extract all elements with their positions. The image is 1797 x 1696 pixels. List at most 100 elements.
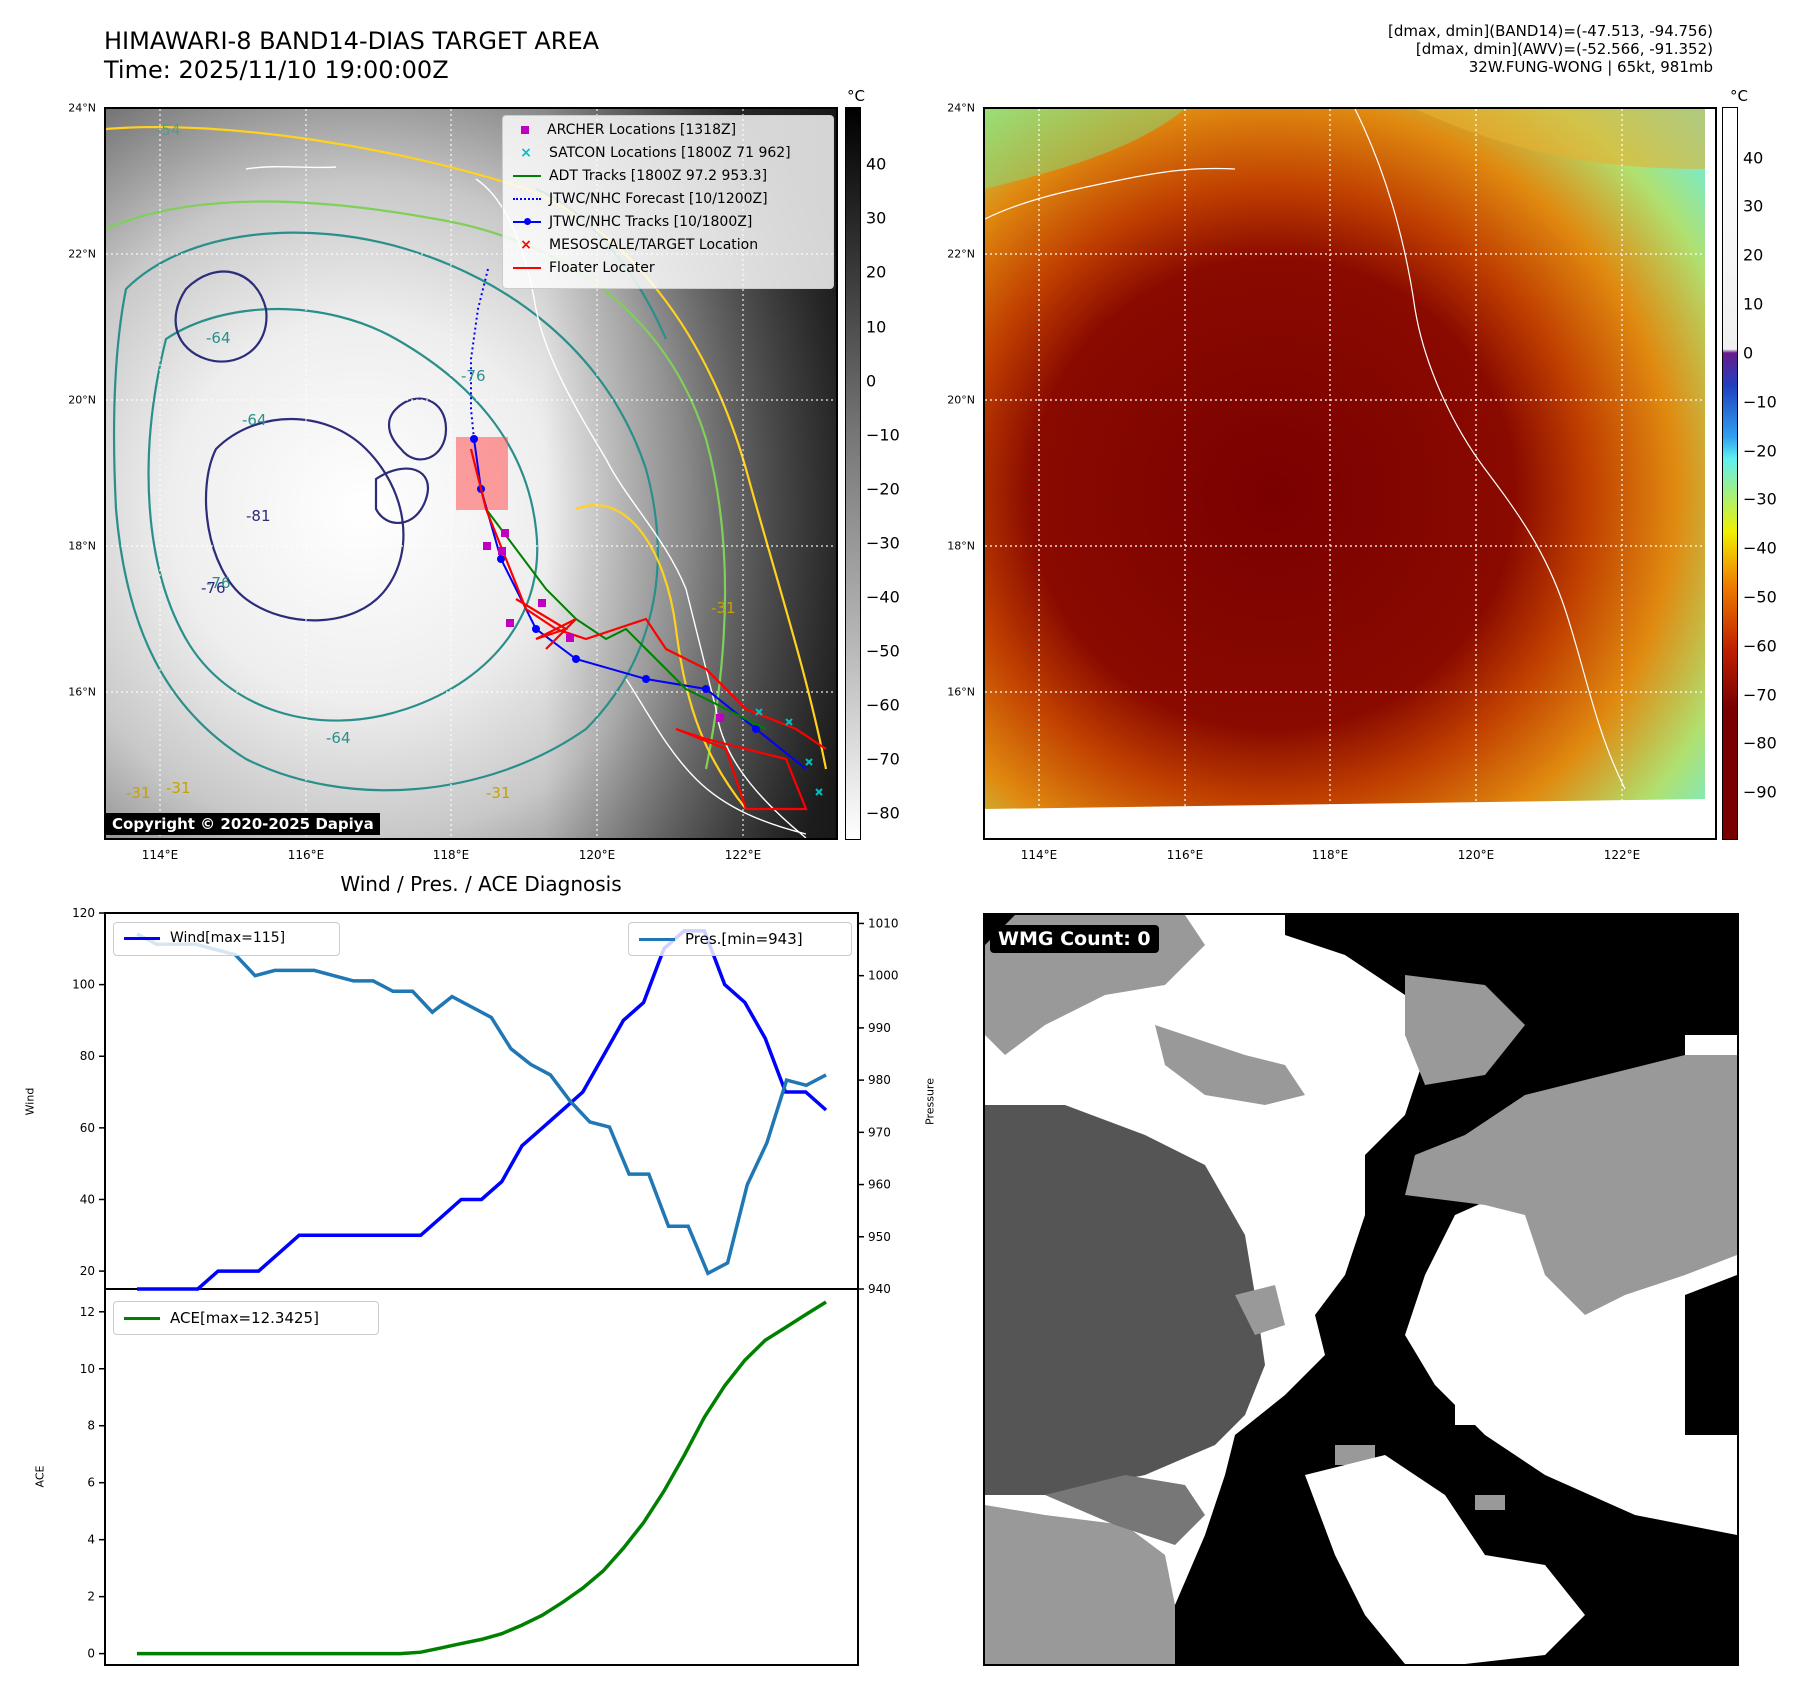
pressure-axis-tick-label: 980 bbox=[868, 1073, 891, 1087]
info-line-2: [dmax, dmin](AWV)=(-52.566, -91.352) bbox=[1415, 40, 1713, 58]
archer-points bbox=[483, 529, 724, 722]
contour-label: -81 bbox=[246, 507, 271, 525]
wv-colorbar-tick: 30 bbox=[1743, 196, 1764, 216]
wv-colorbar-tick: 0 bbox=[1743, 343, 1754, 363]
ir-colorbar-tick: −30 bbox=[866, 533, 900, 553]
ir-colorbar-tick: 30 bbox=[866, 208, 887, 228]
contour-label: -64 bbox=[242, 411, 267, 429]
adt-track bbox=[485, 508, 767, 730]
wv-colorbar-tick: −70 bbox=[1743, 685, 1777, 705]
contour-label: -31 bbox=[711, 599, 736, 617]
legend-item-forecast: JTWC/NHC Forecast [10/1200Z] bbox=[513, 191, 768, 207]
legend-item-satcon: × SATCON Locations [1800Z 71 962] bbox=[520, 145, 791, 161]
pressure-axis-tick-label: 950 bbox=[868, 1230, 891, 1244]
wind-axis-tick-label: 40 bbox=[80, 1192, 95, 1206]
ace-legend-item: ACE[max=12.3425] bbox=[124, 1309, 319, 1327]
info-line-3: 32W.FUNG-WONG | 65kt, 981mb bbox=[1468, 58, 1713, 76]
contour-label: -76 bbox=[201, 579, 226, 597]
wind-pressure-ticks: 20 40 60 80 100 120 940 950 960 970 980 990 1000 1010 bbox=[72, 906, 898, 1296]
wv-colorbar bbox=[1722, 107, 1738, 840]
ir-map-panel: -54 -76 -64 -81 -76 -64 -31 -31 -76 -31 … bbox=[104, 107, 838, 840]
title-line-1: HIMAWARI-8 BAND14-DIAS TARGET AREA bbox=[104, 27, 600, 55]
ir-colorbar-tick: 20 bbox=[866, 262, 887, 282]
lat-label: 20°N bbox=[947, 393, 975, 407]
wv-colorbar-tick: 20 bbox=[1743, 245, 1764, 265]
pressure-legend-item: Pres.[min=943] bbox=[639, 930, 803, 948]
wv-colorbar-tick: −20 bbox=[1743, 441, 1777, 461]
ir-colorbar-tick: −50 bbox=[866, 641, 900, 661]
wind-axis-tick-label: 100 bbox=[72, 978, 95, 992]
contour-label: -31 bbox=[486, 784, 511, 802]
pressure-axis-tick-label: 990 bbox=[868, 1021, 891, 1035]
wv-gridlines bbox=[985, 109, 1715, 838]
lat-label: 16°N bbox=[947, 685, 975, 699]
legend-item-adt: ADT Tracks [1800Z 97.2 953.3] bbox=[513, 168, 767, 184]
lat-label: 18°N bbox=[947, 539, 975, 553]
wind-axis-tick-label: 120 bbox=[72, 906, 95, 920]
lon-label: 114°E bbox=[1020, 848, 1058, 862]
lat-label: 16°N bbox=[68, 685, 96, 699]
ace-axis-tick-label: 10 bbox=[80, 1362, 95, 1376]
copyright-badge: Copyright © 2020-2025 Dapiya bbox=[106, 813, 380, 835]
diagnosis-charts: 2040608010012094095096097098099010001010… bbox=[72, 906, 899, 1666]
contour-label: -64 bbox=[326, 729, 351, 747]
lat-label: 18°N bbox=[68, 539, 96, 553]
ir-colorbar-tick: 10 bbox=[866, 317, 887, 337]
contour-label: -31 bbox=[166, 779, 191, 797]
wind-axis-tick-label: 20 bbox=[80, 1264, 95, 1278]
ir-colorbar-tick: −60 bbox=[866, 695, 900, 715]
wind-pressure-frame bbox=[104, 912, 859, 1290]
figure-title: HIMAWARI-8 BAND14-DIAS TARGET AREA Time:… bbox=[104, 27, 599, 85]
wmg-image bbox=[985, 915, 1737, 1664]
ir-colorbar-tick: −20 bbox=[866, 479, 900, 499]
pressure-series-line bbox=[136, 932, 827, 1276]
ace-legend: ACE[max=12.3425] bbox=[113, 1301, 379, 1335]
wv-colorbar-tick: 40 bbox=[1743, 148, 1764, 168]
pressure-axis-tick-label: 940 bbox=[868, 1282, 891, 1296]
lon-label: 120°E bbox=[1457, 848, 1495, 862]
pressure-axis-tick-label: 1010 bbox=[868, 916, 899, 930]
contour-label: -76 bbox=[206, 574, 231, 592]
wv-map-panel bbox=[983, 107, 1717, 840]
ir-colorbar-unit: °C bbox=[847, 87, 865, 105]
lon-label: 120°E bbox=[578, 848, 616, 862]
wv-colorbar-tick: −90 bbox=[1743, 782, 1777, 802]
contour-label: -31 bbox=[126, 784, 151, 802]
satcon-points bbox=[755, 708, 823, 796]
wind-series-line bbox=[137, 929, 828, 1291]
diagnosis-title: Wind / Pres. / ACE Diagnosis bbox=[340, 872, 622, 896]
ir-colorbar-tick: −40 bbox=[866, 587, 900, 607]
wv-colorbar-unit: °C bbox=[1730, 87, 1748, 105]
forecast-track bbox=[470, 268, 489, 440]
lat-label: 24°N bbox=[947, 101, 975, 115]
contour-label: -54 bbox=[156, 121, 181, 139]
legend-item-jtwc: JTWC/NHC Tracks [10/1800Z] bbox=[513, 214, 752, 230]
contour-label: -64 bbox=[206, 329, 231, 347]
ir-colorbar-tick: 0 bbox=[866, 371, 877, 391]
ir-colorbar-tick: −70 bbox=[866, 749, 900, 769]
coastline bbox=[985, 109, 1626, 790]
wind-legend: Wind[max=115] bbox=[113, 922, 340, 956]
ace-axis-tick-label: 6 bbox=[87, 1476, 95, 1490]
ir-colorbar-tick: −80 bbox=[866, 803, 900, 823]
lon-label: 114°E bbox=[141, 848, 179, 862]
wv-colorbar-tick: −10 bbox=[1743, 392, 1777, 412]
pressure-axis-tick-label: 970 bbox=[868, 1125, 891, 1139]
wind-axis-tick-label: 60 bbox=[80, 1121, 95, 1135]
wmg-count-badge: WMG Count: 0 bbox=[990, 925, 1159, 953]
legend-item-target: × MESOSCALE/TARGET Location bbox=[520, 237, 759, 253]
wv-colorbar-tick: −40 bbox=[1743, 538, 1777, 558]
target-box bbox=[456, 437, 508, 510]
ace-ticks: 0 2 4 6 8 10 12 bbox=[80, 1305, 105, 1661]
wv-colorbar-tick: 10 bbox=[1743, 294, 1764, 314]
lat-label: 22°N bbox=[947, 247, 975, 261]
ace-axis-tick-label: 2 bbox=[87, 1590, 95, 1604]
info-line-1: [dmax, dmin](BAND14)=(-47.513, -94.756) bbox=[1388, 22, 1713, 40]
lon-label: 122°E bbox=[1603, 848, 1641, 862]
ace-axis-tick-label: 12 bbox=[80, 1305, 95, 1319]
jtwc-track-points bbox=[470, 435, 760, 733]
ace-axis-tick-label: 4 bbox=[87, 1533, 95, 1547]
lon-label: 116°E bbox=[287, 848, 325, 862]
ace-axis-tick-label: 0 bbox=[87, 1647, 95, 1661]
pressure-axis-tick-label: 960 bbox=[868, 1178, 891, 1192]
